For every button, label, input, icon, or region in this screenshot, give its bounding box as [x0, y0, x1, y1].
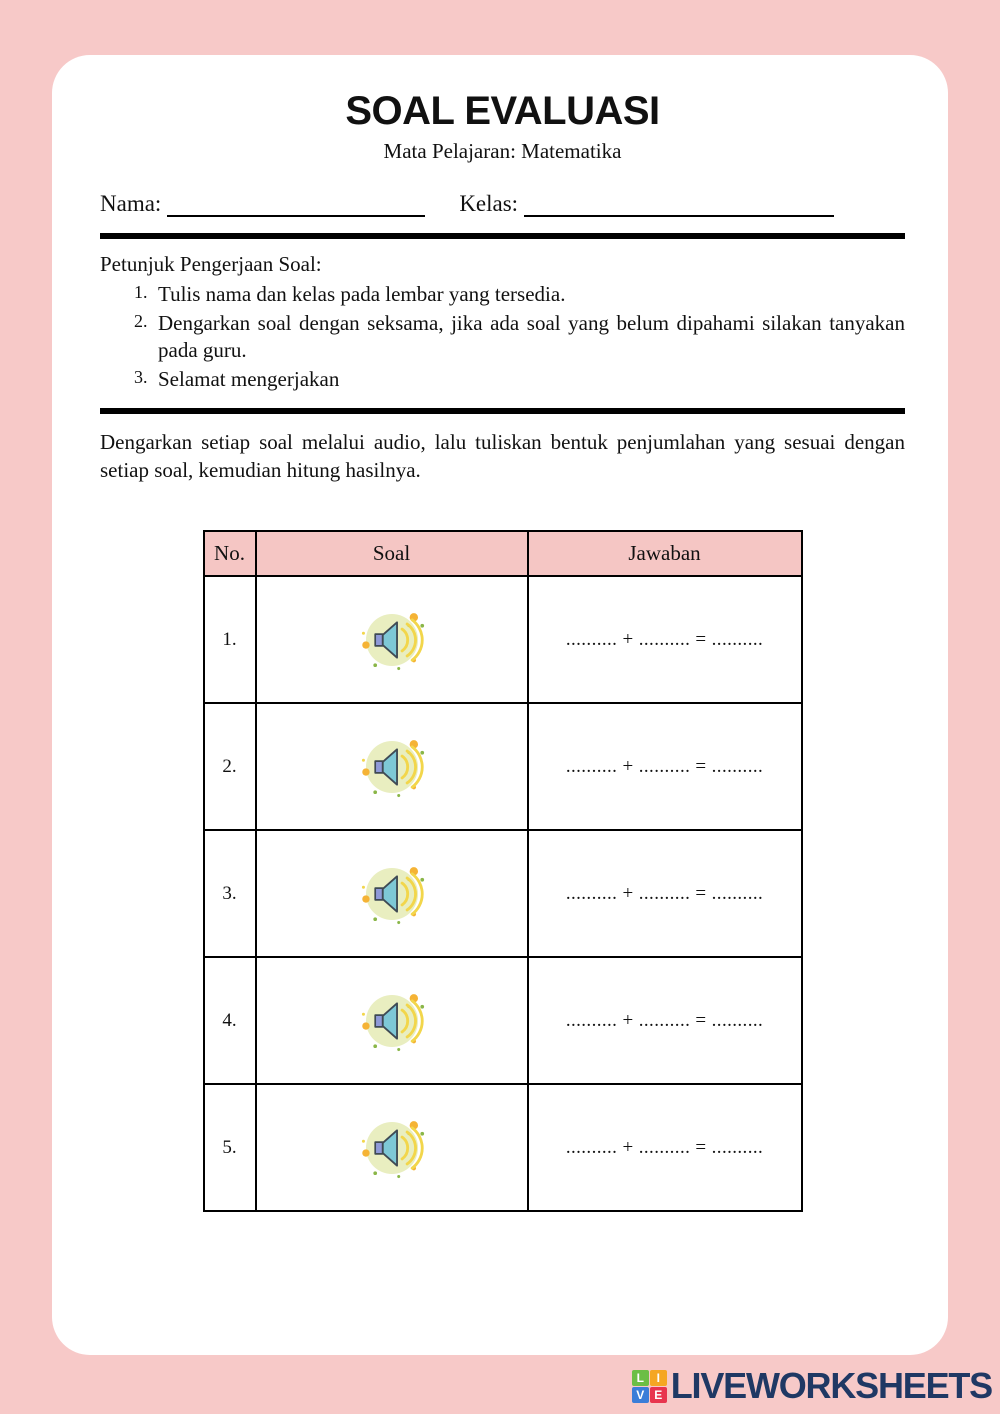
- jawaban-cell[interactable]: .......... + .......... = ..........: [526, 956, 803, 1086]
- divider-top: [100, 233, 905, 240]
- row-number: 3.: [202, 829, 257, 959]
- table-row: 2.: [202, 702, 803, 832]
- row-number: 2.: [202, 702, 257, 832]
- table-body: 1.: [202, 575, 803, 1213]
- speaker-audio-icon[interactable]: [257, 1106, 527, 1190]
- logo-tile-e: E: [649, 1386, 667, 1403]
- table-header-row: No. Soal Jawaban: [202, 530, 803, 578]
- column-header-soal: Soal: [254, 530, 529, 578]
- logo-tile-i: I: [649, 1369, 667, 1386]
- row-number: 1.: [202, 575, 257, 705]
- page-subtitle: Mata Pelajaran: Matematika: [383, 139, 622, 163]
- speaker-audio-icon[interactable]: [257, 852, 527, 936]
- divider-bottom: [100, 407, 905, 414]
- jawaban-cell[interactable]: .......... + .......... = ..........: [526, 702, 803, 832]
- soal-cell: [254, 575, 529, 705]
- nama-label: Nama:: [100, 191, 162, 217]
- speaker-audio-icon[interactable]: [257, 979, 527, 1063]
- soal-cell: [254, 829, 529, 959]
- task-description: Dengarkan setiap soal melalui audio, lal…: [100, 429, 905, 483]
- logo-wordmark: LIVEWORKSHEETS: [670, 1365, 993, 1406]
- logo-tile-v: V: [631, 1386, 649, 1403]
- soal-cell: [254, 1083, 529, 1213]
- nama-input[interactable]: [167, 193, 426, 218]
- jawaban-cell[interactable]: .......... + .......... = ..........: [526, 829, 803, 959]
- jawaban-cell[interactable]: .......... + .......... = ..........: [526, 575, 803, 705]
- instruction-item: Selamat mengerjakan: [134, 366, 340, 391]
- liveworksheets-logo[interactable]: L I V E LIVEWORKSHEETS: [631, 1365, 993, 1406]
- instructions-list: Tulis nama dan kelas pada lembar yang te…: [100, 281, 905, 394]
- soal-table-wrapper: No. Soal Jawaban 1.: [100, 530, 905, 1213]
- logo-tile-l: L: [631, 1369, 649, 1386]
- speaker-audio-icon[interactable]: [257, 598, 527, 682]
- page-title: SOAL EVALUASI: [345, 89, 660, 133]
- row-number: 5.: [202, 1083, 257, 1213]
- table-row: 5.: [202, 1083, 803, 1213]
- speaker-audio-icon[interactable]: [257, 725, 527, 809]
- instruction-item: Dengarkan soal dengan seksama, jika ada …: [134, 310, 905, 363]
- instructions-block: Petunjuk Pengerjaan Soal: Tulis nama dan…: [100, 251, 905, 394]
- row-number: 4.: [202, 956, 257, 1086]
- instructions-heading: Petunjuk Pengerjaan Soal:: [100, 252, 322, 277]
- table-row: 4.: [202, 956, 803, 1086]
- table-row: 3.: [202, 829, 803, 959]
- column-header-no: No.: [202, 530, 257, 578]
- table-row: 1.: [202, 575, 803, 705]
- instruction-item: Tulis nama dan kelas pada lembar yang te…: [134, 281, 566, 306]
- logo-tiles-icon: L I V E: [631, 1369, 667, 1403]
- soal-table: No. Soal Jawaban 1.: [202, 530, 803, 1213]
- table-head: No. Soal Jawaban: [202, 530, 803, 578]
- soal-cell: [254, 702, 529, 832]
- worksheet-content: SOAL EVALUASI Mata Pelajaran: Matematika…: [100, 89, 905, 1213]
- kelas-label: Kelas:: [459, 191, 519, 217]
- column-header-jawaban: Jawaban: [526, 530, 803, 578]
- soal-cell: [254, 956, 529, 1086]
- worksheet-sheet: SOAL EVALUASI Mata Pelajaran: Matematika…: [52, 55, 948, 1355]
- identity-row: Nama: Kelas:: [100, 191, 905, 218]
- kelas-input[interactable]: [524, 193, 835, 218]
- jawaban-cell[interactable]: .......... + .......... = ..........: [526, 1083, 803, 1213]
